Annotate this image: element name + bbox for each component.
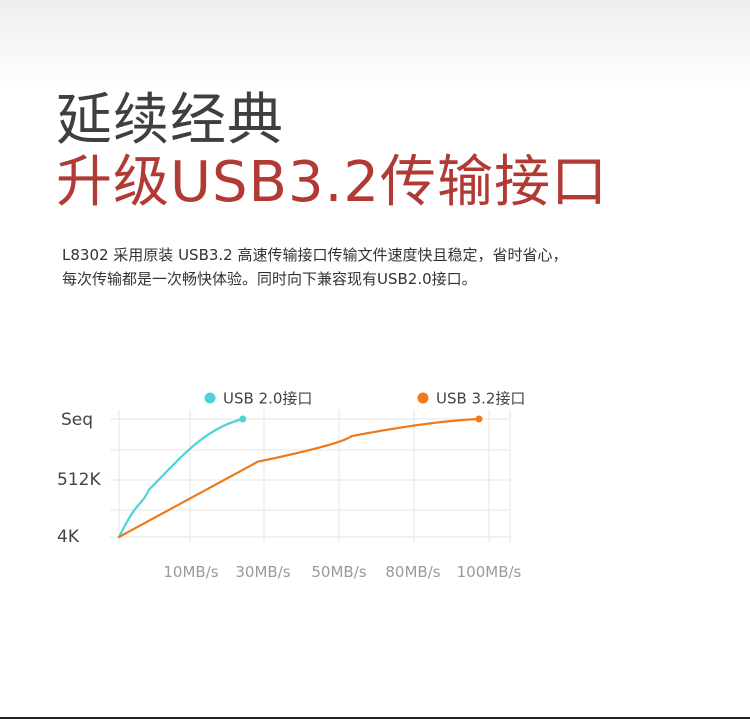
description: L8302 采用原装 USB3.2 高速传输接口传输文件速度快且稳定，省时省心，… xyxy=(62,243,702,291)
heading-line-1: 延续经典 xyxy=(56,88,284,153)
series-line-1 xyxy=(117,417,481,539)
description-line-1: L8302 采用原装 USB3.2 高速传输接口传输文件速度快且稳定，省时省心， xyxy=(62,246,568,264)
x-tick-label: 80MB/s xyxy=(385,563,440,581)
bottom-divider xyxy=(0,717,750,719)
x-tick-label: 100MB/s xyxy=(457,563,522,581)
series-line-0 xyxy=(117,417,244,539)
series-end-point-1 xyxy=(475,415,483,423)
top-gradient xyxy=(0,0,750,90)
heading-line-2: 升级USB3.2传输接口 xyxy=(56,150,609,215)
y-tick-label: 512K xyxy=(57,470,101,490)
legend-marker-1 xyxy=(417,392,429,404)
y-tick-label: 4K xyxy=(57,527,80,547)
legend-label-0: USB 2.0接口 xyxy=(223,390,312,408)
series-end-point-0 xyxy=(239,415,247,423)
legend-marker-0 xyxy=(204,392,216,404)
x-tick-label: 50MB/s xyxy=(311,563,366,581)
legend-label-1: USB 3.2接口 xyxy=(436,390,525,408)
x-tick-label: 10MB/s xyxy=(163,563,218,581)
description-line-2: 每次传输都是一次畅快体验。同时向下兼容现有USB2.0接口。 xyxy=(62,270,477,288)
x-tick-label: 30MB/s xyxy=(235,563,290,581)
speed-chart: 4K 512K Seq 10MB/s 30MB/s 50MB/s 80MB/s 100MB/s… xyxy=(57,390,525,582)
y-tick-label: Seq xyxy=(61,410,93,430)
